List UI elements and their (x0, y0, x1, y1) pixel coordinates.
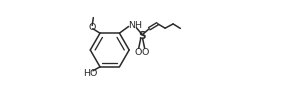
Text: HO: HO (84, 69, 98, 78)
Text: S: S (138, 31, 145, 41)
Text: O: O (89, 22, 96, 32)
Text: O: O (134, 48, 141, 56)
Text: NH: NH (128, 21, 142, 30)
Text: O: O (142, 48, 149, 56)
